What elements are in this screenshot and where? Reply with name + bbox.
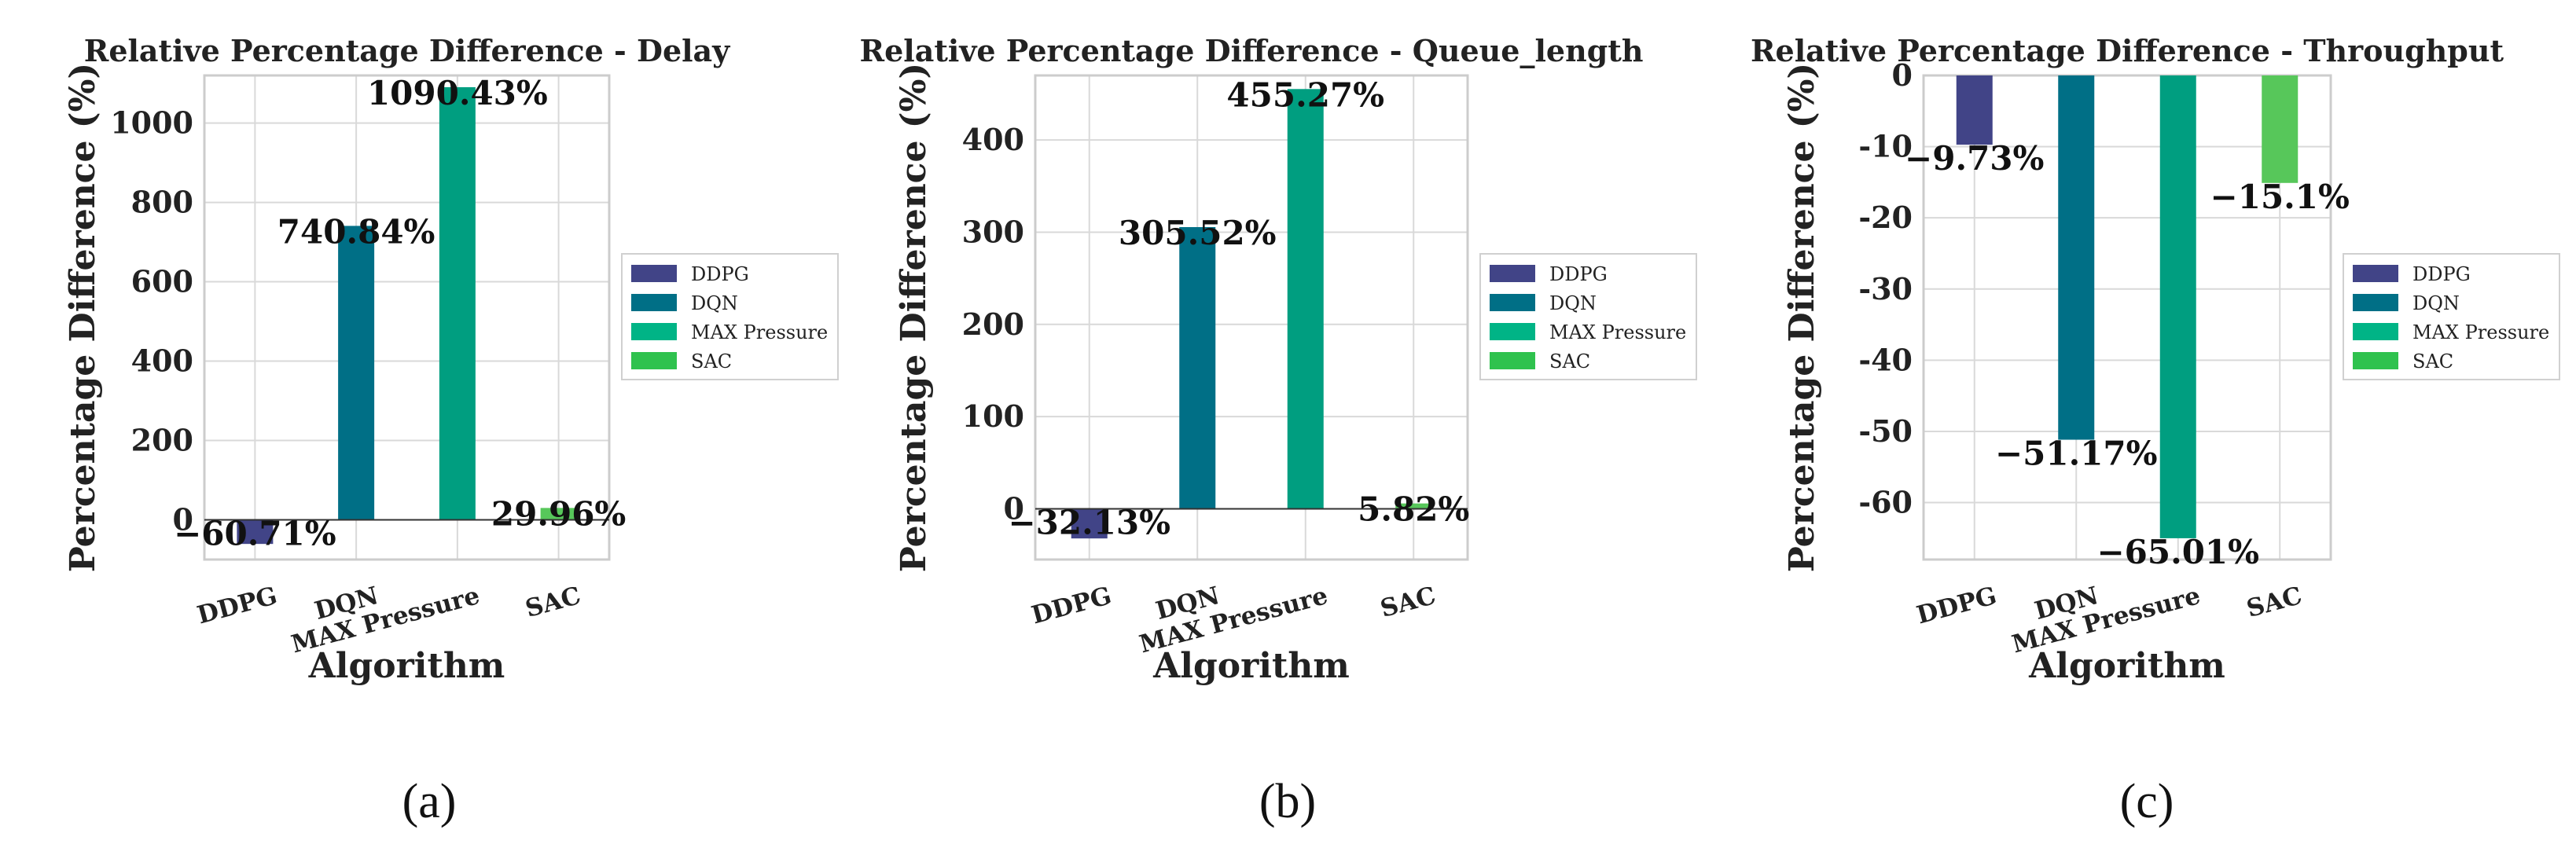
legend-swatch	[1490, 294, 1535, 311]
subfigure-label: (c)	[2120, 775, 2174, 828]
data-label: −60.71%	[174, 515, 336, 553]
legend-swatch	[2353, 323, 2398, 340]
y-tick-label: 600	[131, 264, 193, 299]
bar-ddpg	[1956, 75, 1993, 145]
y-tick-label: 800	[131, 185, 193, 220]
data-label: −51.17%	[1995, 435, 2158, 473]
bar-max-pressure	[439, 86, 476, 520]
legend-label: MAX Pressure	[2412, 321, 2549, 343]
legend-swatch	[631, 265, 677, 282]
legend-swatch	[1490, 352, 1535, 369]
data-label: −9.73%	[1905, 139, 2044, 178]
legend-label: DDPG	[1549, 263, 1608, 285]
y-tick-label: -50	[1858, 413, 1913, 449]
data-label: 5.82%	[1358, 490, 1469, 529]
legend-label: MAX Pressure	[1549, 321, 1686, 343]
bar-max-pressure	[1287, 89, 1324, 509]
bar-sac	[540, 508, 577, 520]
legend-label: DQN	[2412, 292, 2460, 314]
legend-swatch	[2353, 352, 2398, 369]
legend-label: MAX Pressure	[691, 321, 828, 343]
legend-label: DQN	[1549, 292, 1597, 314]
legend-swatch	[1490, 323, 1535, 340]
legend-swatch	[1490, 265, 1535, 282]
x-tick-label: SAC	[2243, 582, 2305, 623]
plot-frame	[203, 74, 611, 561]
x-axis-label: Algorithm	[2028, 646, 2225, 686]
plot-frame	[1034, 74, 1469, 561]
x-axis-label: Algorithm	[1152, 646, 1350, 686]
y-tick-label: -30	[1858, 271, 1913, 306]
y-tick-label: -40	[1858, 342, 1913, 377]
chart-panel-2: Relative Percentage Difference - Queue_l…	[860, 33, 1697, 828]
legend-swatch	[631, 294, 677, 311]
y-tick-label: 300	[962, 214, 1024, 249]
y-tick-label: 200	[962, 306, 1024, 342]
y-axis-label: Percentage Difference (%)	[1782, 63, 1822, 572]
chart-title: Relative Percentage Difference - Delay	[84, 33, 730, 68]
y-tick-label: 400	[962, 122, 1024, 157]
legend-label: DDPG	[2412, 263, 2471, 285]
y-tick-label: 0	[1892, 57, 1913, 93]
bar-max-pressure	[2159, 75, 2196, 538]
y-tick-label: 0	[173, 502, 193, 538]
chart-title: Relative Percentage Difference - Queue_l…	[860, 33, 1644, 68]
data-label: −15.1%	[2210, 178, 2350, 216]
data-label: 1090.43%	[367, 74, 548, 112]
data-label: 455.27%	[1226, 75, 1384, 114]
subfigure-label: (a)	[402, 775, 457, 828]
legend-label: DDPG	[691, 263, 749, 285]
legend-label: DQN	[691, 292, 738, 314]
legend-swatch	[2353, 294, 2398, 311]
legend-label: SAC	[2412, 350, 2453, 372]
legend-swatch	[631, 352, 677, 369]
x-tick-label: DDPG	[194, 582, 280, 630]
x-tick-label: DDPG	[1028, 582, 1114, 630]
bar-sac	[1395, 503, 1432, 509]
chart-panel-3: Relative Percentage Difference - Through…	[1751, 33, 2560, 828]
x-tick-label: DDPG	[1913, 582, 1999, 630]
chart-title: Relative Percentage Difference - Through…	[1751, 33, 2504, 68]
bar-sac	[2262, 75, 2299, 183]
y-tick-label: -10	[1858, 129, 1913, 164]
chart-panel-1: Relative Percentage Difference - Delay −6…	[63, 33, 839, 828]
y-tick-label: 200	[131, 423, 193, 458]
y-tick-label: -60	[1858, 485, 1913, 520]
legend-label: SAC	[1549, 350, 1590, 372]
x-axis-label: Algorithm	[308, 646, 505, 686]
y-tick-label: -20	[1858, 200, 1913, 235]
y-tick-label: 100	[962, 398, 1024, 434]
data-label: −65.01%	[2096, 533, 2259, 571]
data-label: 305.52%	[1119, 214, 1277, 252]
legend-label: SAC	[691, 350, 732, 372]
legend-swatch	[631, 323, 677, 340]
x-tick-label: SAC	[1377, 582, 1439, 623]
bar-dqn	[2058, 75, 2095, 440]
bar-ddpg	[1071, 508, 1108, 539]
bar-ddpg	[237, 519, 274, 545]
bar-dqn	[1179, 226, 1216, 509]
x-tick-label: SAC	[523, 582, 584, 623]
y-axis-label: Percentage Difference (%)	[63, 63, 103, 572]
legend-swatch	[2353, 265, 2398, 282]
bar-dqn	[338, 226, 375, 520]
data-label: 29.96%	[491, 494, 626, 533]
data-label: −32.13%	[1008, 503, 1170, 541]
y-tick-label: 400	[131, 343, 193, 379]
plot-frame	[1922, 74, 2332, 561]
y-tick-label: 1000	[110, 105, 193, 141]
y-tick-label: 0	[1004, 490, 1024, 526]
y-axis-label: Percentage Difference (%)	[894, 63, 934, 572]
subfigure-label: (b)	[1259, 775, 1316, 828]
data-label: 740.84%	[277, 212, 435, 251]
